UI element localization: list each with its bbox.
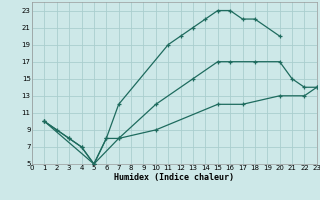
- X-axis label: Humidex (Indice chaleur): Humidex (Indice chaleur): [115, 173, 234, 182]
